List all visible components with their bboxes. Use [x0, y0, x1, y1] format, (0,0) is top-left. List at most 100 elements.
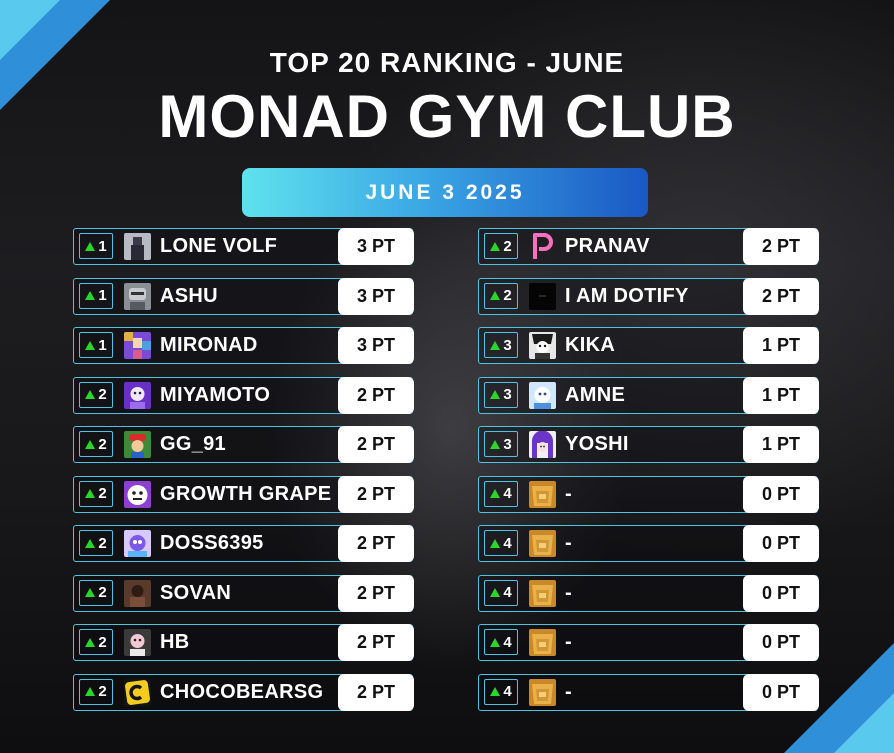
player-name: MIYAMOTO — [160, 383, 271, 406]
player-name: LONE VOLF — [160, 235, 278, 257]
rank-badge: 2 — [484, 233, 518, 259]
avatar-purple-mosaic-icon — [124, 332, 151, 359]
rank-number: 4 — [503, 584, 512, 601]
ranking-row-right_column-6: 4 - 0 PT — [478, 475, 819, 513]
avatar-pink-character-icon — [124, 629, 151, 656]
rank-badge: 4 — [484, 629, 518, 655]
points-badge: 1 PT — [743, 327, 819, 364]
poster-subtitle: TOP 20 RANKING - JUNE — [269, 47, 625, 78]
player-name: HB — [160, 631, 190, 653]
rank-badge: 2 — [79, 431, 113, 457]
rank-number: 2 — [98, 386, 107, 403]
ranking-row-right_column-2: 2 I AM DOTIFY 2 PT — [478, 277, 819, 315]
ranking-row-right_column-1: 2 PRANAV 2 PT — [478, 228, 819, 265]
player-name: GROWTH GRAPE — [160, 482, 332, 505]
points-badge: 2 PT — [338, 624, 414, 661]
rank-up-arrow-icon — [85, 489, 96, 498]
rank-badge: 4 — [484, 530, 518, 556]
player-name: - — [565, 680, 572, 703]
rank-badge: 2 — [79, 530, 113, 556]
rank-number: 2 — [503, 287, 512, 304]
player-name: YOSHI — [565, 433, 629, 455]
rank-up-arrow-icon — [85, 687, 96, 696]
ranking-row-left_column-7: 2 DOSS6395 2 PT — [73, 525, 414, 562]
rank-number: 4 — [503, 485, 512, 502]
avatar-gold-placeholder-icon — [529, 629, 556, 656]
player-name: - — [565, 482, 572, 505]
points-badge: 2 PT — [338, 525, 414, 562]
rank-number: 1 — [98, 287, 107, 304]
points-badge: 2 PT — [743, 277, 819, 315]
rank-number: 3 — [503, 336, 512, 354]
points-badge: 2 PT — [338, 376, 414, 414]
points-badge: 0 PT — [743, 673, 819, 711]
points-badge: 0 PT — [743, 574, 819, 612]
rank-up-arrow-icon — [490, 439, 501, 449]
rank-up-arrow-icon — [85, 588, 96, 597]
poster-title: MONAD GYM CLUB — [158, 83, 736, 150]
rank-up-arrow-icon — [490, 291, 501, 300]
avatar-brown-figure-icon — [124, 579, 151, 607]
player-name: DOSS6395 — [160, 532, 264, 554]
avatar-blue-purple-character-icon — [124, 530, 151, 557]
points-badge: 2 PT — [338, 673, 414, 711]
rank-up-arrow-icon — [490, 390, 501, 399]
rank-up-arrow-icon — [490, 637, 501, 647]
ranking-row-left_column-5: 2 GG_91 2 PT — [73, 426, 414, 463]
rank-up-arrow-icon — [490, 489, 501, 498]
player-name: ASHU — [160, 284, 218, 307]
avatar-gold-placeholder-icon — [529, 678, 556, 706]
player-name: - — [565, 532, 572, 554]
rank-up-arrow-icon — [85, 439, 96, 449]
rank-badge: 2 — [484, 282, 518, 309]
rank-number: 3 — [503, 435, 512, 453]
rank-up-arrow-icon — [85, 637, 96, 647]
points-badge: 1 PT — [743, 376, 819, 414]
player-name: MIRONAD — [160, 334, 258, 356]
ranking-row-left_column-2: 1 ASHU 3 PT — [73, 277, 414, 315]
ranking-column-left: 1 LONE VOLF 3 PT 1 ASHU 3 PT 1 MIRONAD 3… — [73, 228, 414, 723]
ranking-row-left_column-3: 1 MIRONAD 3 PT — [73, 327, 414, 364]
points-badge: 0 PT — [743, 475, 819, 513]
avatar-white-face-icon — [124, 480, 151, 508]
ranking-row-right_column-4: 3 AMNE 1 PT — [478, 376, 819, 414]
points-badge: 2 PT — [338, 574, 414, 612]
points-badge: 0 PT — [743, 624, 819, 661]
avatar-pink-p-letter-icon — [529, 233, 556, 260]
rank-number: 4 — [503, 633, 512, 651]
avatar-gold-placeholder-icon — [529, 480, 556, 508]
rank-up-arrow-icon — [490, 687, 501, 696]
avatar-purple-character-icon — [124, 381, 151, 409]
ranking-row-left_column-1: 1 LONE VOLF 3 PT — [73, 228, 414, 265]
rank-number: 2 — [503, 237, 512, 255]
ranking-row-left_column-10: 2 CHOCOBEARSG 2 PT — [73, 673, 414, 711]
ranking-row-left_column-6: 2 GROWTH GRAPE 2 PT — [73, 475, 414, 513]
rank-number: 2 — [98, 534, 107, 552]
avatar-bw-character-icon — [529, 332, 556, 359]
player-name: SOVAN — [160, 581, 232, 604]
rank-badge: 4 — [484, 480, 518, 507]
player-name: CHOCOBEARSG — [160, 680, 324, 703]
rank-number: 2 — [98, 435, 107, 453]
player-name: GG_91 — [160, 433, 226, 455]
rank-badge: 1 — [79, 233, 113, 259]
rank-number: 1 — [98, 336, 107, 354]
rank-up-arrow-icon — [490, 588, 501, 597]
avatar-gold-placeholder-icon — [529, 579, 556, 607]
ranking-row-right_column-8: 4 - 0 PT — [478, 574, 819, 612]
ranking-row-left_column-4: 2 MIYAMOTO 2 PT — [73, 376, 414, 414]
ranking-column-right: 2 PRANAV 2 PT 2 I AM DOTIFY 2 PT 3 KIKA … — [478, 228, 819, 723]
player-name: - — [565, 631, 572, 653]
rank-number: 4 — [503, 534, 512, 552]
ranking-row-right_column-10: 4 - 0 PT — [478, 673, 819, 711]
rank-badge: 3 — [484, 381, 518, 408]
avatar-gray-character-icon — [124, 282, 151, 310]
rank-up-arrow-icon — [85, 291, 96, 300]
rank-number: 4 — [503, 683, 512, 700]
rank-number: 2 — [98, 485, 107, 502]
avatar-blue-white-character-icon — [529, 381, 556, 409]
points-badge: 3 PT — [338, 228, 414, 265]
avatar-black-square-icon — [529, 282, 556, 310]
points-badge: 2 PT — [338, 426, 414, 463]
